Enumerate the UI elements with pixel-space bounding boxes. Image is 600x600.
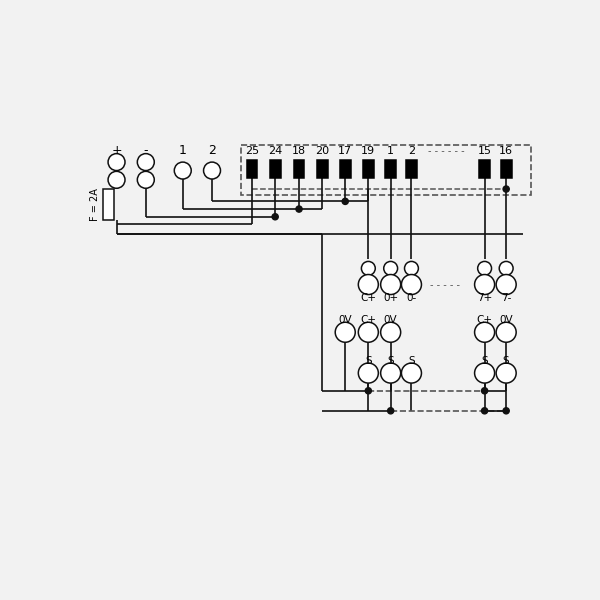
- Text: - - - - - -: - - - - - -: [428, 146, 464, 157]
- Circle shape: [358, 275, 379, 295]
- Text: 0V: 0V: [384, 315, 397, 325]
- Bar: [247, 160, 257, 178]
- Text: F = 2A: F = 2A: [91, 188, 100, 221]
- Text: -: -: [143, 144, 148, 157]
- Text: S: S: [388, 356, 394, 366]
- Circle shape: [335, 322, 355, 342]
- Text: 0+: 0+: [383, 293, 398, 304]
- Bar: [501, 160, 512, 178]
- Circle shape: [342, 198, 349, 205]
- Text: 19: 19: [361, 146, 376, 157]
- Circle shape: [361, 262, 375, 275]
- Text: 7-: 7-: [501, 293, 511, 304]
- Bar: [270, 160, 281, 178]
- Circle shape: [137, 172, 154, 188]
- Text: 16: 16: [499, 146, 513, 157]
- Bar: [340, 160, 350, 178]
- Bar: [406, 160, 417, 178]
- Circle shape: [496, 363, 516, 383]
- Circle shape: [478, 262, 491, 275]
- Circle shape: [272, 214, 278, 220]
- Text: S: S: [408, 356, 415, 366]
- Text: 2: 2: [408, 146, 415, 157]
- Circle shape: [482, 408, 488, 414]
- Text: 0-: 0-: [406, 293, 416, 304]
- Text: 17: 17: [338, 146, 352, 157]
- Circle shape: [475, 322, 494, 342]
- Text: 24: 24: [268, 146, 282, 157]
- Bar: [103, 189, 114, 220]
- Circle shape: [475, 363, 494, 383]
- Text: 1: 1: [387, 146, 394, 157]
- Circle shape: [380, 275, 401, 295]
- Text: 20: 20: [315, 146, 329, 157]
- Text: S: S: [365, 356, 371, 366]
- Text: S: S: [503, 356, 509, 366]
- Circle shape: [108, 172, 125, 188]
- Circle shape: [296, 206, 302, 212]
- Text: 7+: 7+: [477, 293, 492, 304]
- Bar: [479, 160, 490, 178]
- Text: 15: 15: [478, 146, 491, 157]
- Circle shape: [137, 154, 154, 170]
- Bar: [385, 160, 396, 178]
- Text: 25: 25: [245, 146, 259, 157]
- Circle shape: [482, 388, 488, 394]
- Text: C+: C+: [361, 293, 376, 304]
- Circle shape: [401, 275, 421, 295]
- Circle shape: [499, 262, 513, 275]
- Text: 1: 1: [179, 144, 187, 157]
- Circle shape: [401, 363, 421, 383]
- Circle shape: [358, 322, 379, 342]
- Bar: [241, 145, 531, 195]
- Bar: [363, 160, 374, 178]
- Text: C+: C+: [361, 315, 376, 325]
- Text: 0V: 0V: [499, 315, 513, 325]
- Bar: [293, 160, 304, 178]
- Text: 18: 18: [292, 146, 306, 157]
- Circle shape: [404, 262, 418, 275]
- Circle shape: [380, 322, 401, 342]
- Circle shape: [475, 275, 494, 295]
- Circle shape: [496, 322, 516, 342]
- Circle shape: [384, 262, 398, 275]
- Circle shape: [380, 363, 401, 383]
- Circle shape: [358, 363, 379, 383]
- Circle shape: [365, 388, 371, 394]
- Circle shape: [503, 408, 509, 414]
- Circle shape: [388, 408, 394, 414]
- Circle shape: [108, 154, 125, 170]
- Text: C+: C+: [476, 315, 493, 325]
- Text: 2: 2: [208, 144, 216, 157]
- Circle shape: [174, 162, 191, 179]
- Circle shape: [203, 162, 220, 179]
- Circle shape: [503, 186, 509, 192]
- Circle shape: [496, 275, 516, 295]
- Text: S: S: [481, 356, 488, 366]
- Text: +: +: [111, 144, 122, 157]
- Text: 0V: 0V: [338, 315, 352, 325]
- Text: - - - - -: - - - - -: [430, 280, 460, 290]
- Bar: [317, 160, 328, 178]
